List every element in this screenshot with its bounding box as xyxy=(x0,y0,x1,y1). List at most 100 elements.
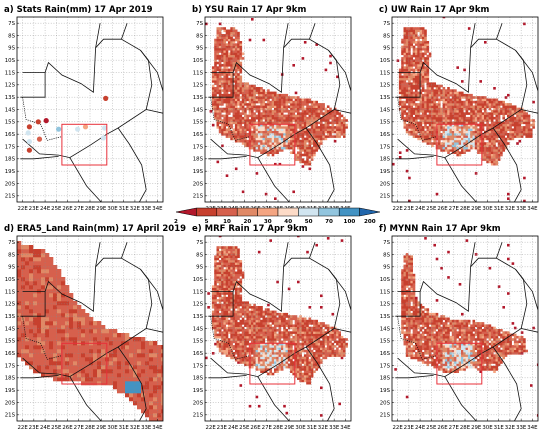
rain-cell xyxy=(246,89,249,92)
rain-cell xyxy=(470,112,473,115)
rain-cell xyxy=(297,105,300,108)
rain-cell xyxy=(495,156,499,159)
rain-cell xyxy=(525,123,528,127)
rain-cell xyxy=(223,262,226,265)
rain-cell xyxy=(408,84,411,88)
rain-cell xyxy=(424,45,427,49)
rain-cell xyxy=(410,105,413,108)
rain-cell xyxy=(421,119,425,122)
rain-cell xyxy=(472,116,476,120)
rain-cell xyxy=(214,38,217,42)
rain-cell xyxy=(57,305,62,310)
rain-cell xyxy=(467,98,471,102)
rain-cell xyxy=(313,114,316,118)
rain-cell xyxy=(248,338,252,341)
rain-cell xyxy=(320,130,323,134)
rain-cell xyxy=(157,353,162,358)
rain-cell xyxy=(271,98,275,102)
rain-cell xyxy=(447,96,450,99)
rain-cell xyxy=(442,87,446,90)
rain-cell xyxy=(262,116,266,120)
rain-cell xyxy=(308,121,312,125)
rain-cell xyxy=(458,123,462,127)
rain-cell xyxy=(232,121,236,125)
rain-cell xyxy=(297,126,300,129)
rain-cell xyxy=(419,43,423,46)
rain-cell xyxy=(246,361,249,364)
rain-cell xyxy=(232,273,236,277)
country-border xyxy=(208,156,247,160)
rain-cell xyxy=(248,96,252,99)
rain-cell xyxy=(53,285,58,290)
lat-tick-label: 17S xyxy=(5,363,16,369)
rain-cell xyxy=(228,310,231,314)
rain-cell xyxy=(306,139,309,143)
rain-cell xyxy=(216,29,220,33)
rain-cell xyxy=(232,278,236,281)
rain-cell xyxy=(308,156,312,159)
rain-cell xyxy=(438,114,441,118)
rain-cell xyxy=(297,144,300,148)
rain-cell xyxy=(225,54,229,58)
rain-cell xyxy=(218,269,222,272)
rain-cell xyxy=(472,121,476,125)
rain-cell xyxy=(424,107,427,111)
rain-cell xyxy=(244,98,247,102)
rain-cell xyxy=(221,38,224,42)
rain-cell xyxy=(257,93,261,97)
rain-cell xyxy=(241,105,245,108)
rain-cell xyxy=(216,299,220,302)
rain-cell xyxy=(57,337,62,342)
lat-tick-label: 10S xyxy=(5,58,16,64)
rain-cell xyxy=(246,93,249,97)
rain-cell xyxy=(232,43,236,46)
rain-cell xyxy=(239,126,243,129)
rain-cell xyxy=(269,103,272,106)
rain-cell xyxy=(278,114,282,118)
rain-cell xyxy=(161,385,163,390)
rain-cell xyxy=(264,105,268,108)
rain-cell xyxy=(230,59,233,62)
rain-cell xyxy=(410,130,413,134)
rain-cell xyxy=(29,333,34,338)
rain-cell xyxy=(216,114,220,118)
rain-cell xyxy=(218,253,222,256)
rain-cell xyxy=(153,389,158,394)
rain-cell xyxy=(33,365,38,370)
rain-cell xyxy=(157,369,162,374)
rain-cell xyxy=(85,365,90,370)
rain-cell xyxy=(253,84,256,88)
rain-cell xyxy=(241,89,245,92)
rain-cell xyxy=(145,361,150,366)
rain-cell xyxy=(230,103,233,106)
rain-cell xyxy=(244,84,247,88)
rain-cell xyxy=(490,137,494,141)
rain-cell xyxy=(232,52,236,56)
rain-cell xyxy=(225,75,229,79)
rain-cell xyxy=(121,341,126,346)
rain-cell xyxy=(161,401,163,406)
rain-cell xyxy=(424,133,427,136)
rain-cell xyxy=(234,333,238,337)
rain-cell xyxy=(221,52,224,56)
rain-cell xyxy=(234,340,238,344)
rain-cell xyxy=(472,96,476,99)
rain-cell xyxy=(299,119,302,122)
rain-cell xyxy=(129,337,134,342)
rain-cell xyxy=(57,353,62,358)
rain-cell xyxy=(463,142,466,145)
rain-cell xyxy=(101,337,106,342)
lon-tick-label: 29E xyxy=(96,206,107,212)
rain-cell xyxy=(232,80,236,83)
rain-cell xyxy=(230,64,233,67)
rain-cell xyxy=(218,280,222,284)
rain-cell xyxy=(276,98,279,102)
rain-cell xyxy=(97,377,102,382)
rain-cell xyxy=(257,114,261,118)
rain-cell xyxy=(269,128,272,131)
rain-cell xyxy=(408,130,411,134)
rain-cell xyxy=(239,47,243,51)
rain-cell xyxy=(93,345,98,350)
rain-cell xyxy=(216,292,220,295)
rain-cell xyxy=(241,333,245,337)
